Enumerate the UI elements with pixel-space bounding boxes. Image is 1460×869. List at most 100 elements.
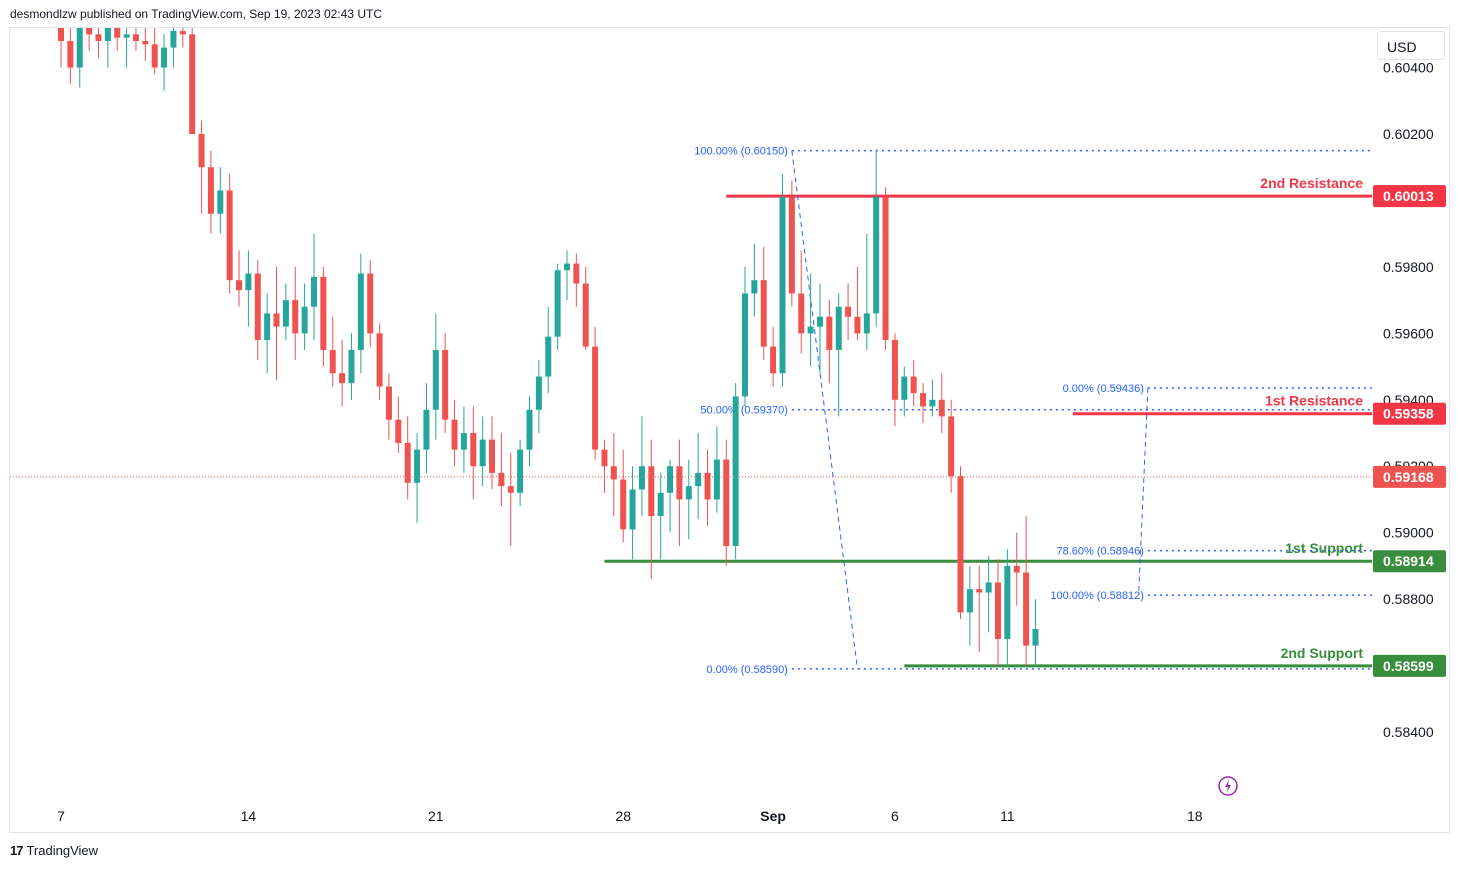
candle-body	[770, 346, 777, 374]
candles-layer	[58, 28, 1039, 666]
candle	[798, 250, 805, 354]
level-label: 1st Support	[1285, 540, 1363, 556]
level-label: 2nd Support	[1281, 645, 1364, 661]
candle	[976, 565, 983, 653]
candle	[498, 433, 505, 507]
candle	[779, 173, 786, 387]
candle	[301, 283, 308, 350]
level-label: 2nd Resistance	[1260, 175, 1363, 191]
candle-body	[704, 472, 711, 500]
fib-trendline[interactable]	[1138, 387, 1149, 596]
candle	[86, 28, 93, 51]
candle-body	[1013, 565, 1020, 573]
candle-body	[339, 373, 346, 384]
candle	[76, 28, 83, 88]
candle-body	[526, 409, 533, 450]
candle	[920, 383, 927, 424]
candle-body	[385, 386, 392, 420]
candle	[910, 359, 917, 407]
candle	[695, 433, 702, 520]
candle-body	[376, 333, 383, 387]
level-badge-text: 0.59358	[1383, 406, 1434, 422]
time-axis: 7 14 21 28 Sep 6 11 18	[57, 808, 1203, 824]
candle	[601, 439, 608, 493]
candle-body	[629, 489, 636, 530]
last-price-badge	[1373, 465, 1446, 488]
candle	[760, 246, 767, 360]
candle-body	[367, 273, 374, 334]
candle-body	[713, 459, 720, 500]
candle	[845, 283, 852, 340]
candle-body	[891, 339, 898, 400]
candle-body	[835, 306, 842, 350]
candle	[95, 28, 102, 58]
y-tick-label: 0.60200	[1383, 126, 1434, 142]
candle-body	[995, 582, 1001, 639]
candle-body	[723, 459, 730, 546]
candle	[226, 173, 233, 294]
candle-body	[301, 306, 308, 334]
candle	[545, 306, 552, 394]
y-tick-label: 0.59000	[1383, 525, 1434, 541]
x-tick-label: 21	[428, 808, 444, 824]
candle	[563, 250, 570, 301]
candle-body	[432, 349, 439, 410]
candle-body	[470, 433, 477, 467]
candle	[966, 565, 973, 646]
candle	[329, 316, 336, 387]
candle-body	[189, 34, 196, 135]
candle-body	[779, 197, 786, 374]
candle-body	[873, 197, 880, 314]
candle-body	[657, 492, 664, 517]
candle	[891, 333, 898, 427]
candle	[788, 180, 795, 307]
candle-body	[123, 34, 130, 38]
candle-body	[554, 270, 561, 337]
candle-body	[732, 396, 739, 546]
candle	[929, 379, 936, 417]
fib-trendline[interactable]	[791, 150, 858, 669]
candle-body	[1004, 565, 1011, 639]
candle-body	[76, 28, 83, 68]
y-tick-label: 0.60400	[1383, 60, 1434, 76]
candle-body	[67, 40, 74, 68]
candle	[292, 266, 299, 360]
candle	[807, 273, 814, 367]
candle-body	[573, 263, 580, 284]
candle	[442, 333, 449, 433]
candle	[938, 373, 945, 433]
candle	[629, 466, 636, 560]
candle	[863, 233, 870, 350]
x-tick-label: Sep	[760, 808, 786, 824]
level-label: 1st Resistance	[1265, 393, 1363, 409]
candle	[198, 120, 205, 214]
candle-body	[170, 31, 177, 48]
candle-body	[236, 280, 243, 291]
candle-body	[676, 466, 683, 500]
candle	[713, 426, 720, 513]
candle	[667, 459, 674, 533]
lightning-icon[interactable]	[1218, 776, 1238, 796]
candle-body	[948, 416, 955, 477]
candle	[264, 293, 271, 374]
candle	[854, 266, 861, 340]
candle-body	[254, 273, 261, 340]
candle-body	[507, 486, 514, 493]
candle	[282, 283, 289, 340]
candle-body	[667, 466, 674, 493]
candle	[479, 416, 486, 487]
candle-body	[198, 134, 205, 168]
candle	[273, 266, 280, 380]
candle	[123, 28, 130, 68]
candle-body	[929, 399, 936, 407]
currency-button[interactable]: USD	[1377, 31, 1445, 60]
candle	[816, 283, 823, 374]
footer-branding[interactable]: 17 TradingView	[10, 843, 98, 858]
candle-body	[320, 276, 327, 350]
candle	[1013, 532, 1020, 606]
candle	[151, 28, 158, 75]
x-tick-label: 11	[1000, 808, 1015, 824]
candle	[348, 333, 355, 400]
candle	[732, 383, 739, 560]
